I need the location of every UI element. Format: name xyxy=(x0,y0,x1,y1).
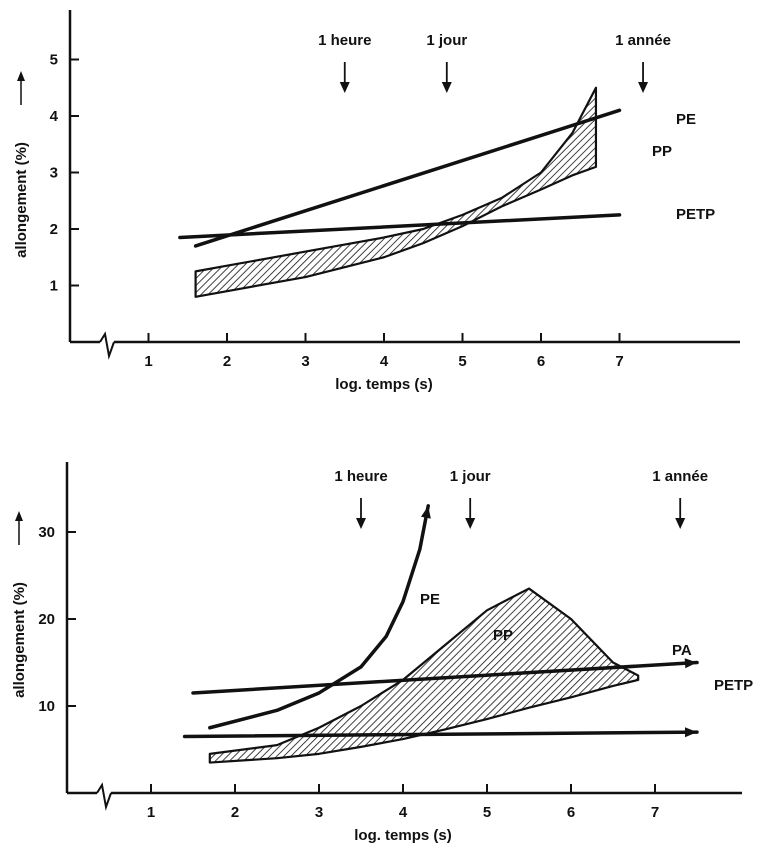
series-band-pp xyxy=(194,86,598,298)
chart-panel-2: 1 2 3 4 5 6 7 10 20 30 log. temps (s) allongement (… xyxy=(11,462,753,844)
series-label: PE xyxy=(676,111,696,128)
x-axis-label: log. temps (s) xyxy=(354,827,452,844)
x-tick-label: 7 xyxy=(651,804,659,821)
y-tick-label: 1 xyxy=(50,278,58,295)
y-tick-label: 5 xyxy=(50,52,58,69)
annotation-arrowhead xyxy=(465,518,476,529)
x-tick-label: 6 xyxy=(567,804,575,821)
axis-break-mark xyxy=(96,782,112,811)
x-tick-label: 6 xyxy=(537,353,545,370)
x-axis-label: log. temps (s) xyxy=(335,376,433,393)
annotation-label: 1 jour xyxy=(450,468,491,485)
annotation-label: 1 heure xyxy=(334,468,387,485)
x-tick-label: 5 xyxy=(458,353,466,370)
y-tick-label: 3 xyxy=(50,165,58,182)
y-axis-label: allongement (%) xyxy=(13,142,30,258)
annotation-label: 1 année xyxy=(652,468,708,485)
y-label-arrowhead xyxy=(15,511,23,521)
x-tick-label: 2 xyxy=(231,804,239,821)
annotation-arrowhead xyxy=(356,518,366,529)
y-tick-label: 20 xyxy=(38,611,55,628)
annotation-arrowhead xyxy=(441,82,452,93)
series-label: PETP xyxy=(714,677,753,694)
x-tick-label: 2 xyxy=(223,353,231,370)
series-line-pe xyxy=(193,108,622,248)
x-tick-label: 1 xyxy=(144,353,152,370)
series-label: PA xyxy=(672,642,692,659)
series-label: PE xyxy=(420,591,440,608)
series-line-petp xyxy=(178,213,622,240)
y-tick-label: 10 xyxy=(38,698,55,715)
series-arrowhead xyxy=(684,658,697,669)
y-tick-label: 2 xyxy=(50,221,58,238)
series-band-pp xyxy=(208,587,640,764)
y-tick-label: 30 xyxy=(38,524,55,541)
annotation-arrowhead xyxy=(638,82,649,93)
x-tick-label: 1 xyxy=(147,804,155,821)
y-tick-label: 4 xyxy=(50,108,59,125)
series-line-pe xyxy=(208,504,430,730)
axis-break-mark xyxy=(99,331,115,360)
chart-panel-1: 1 2 3 4 5 6 7 1 2 3 4 5 log. temps (s) allongement (%… xyxy=(13,10,740,393)
x-tick-label: 4 xyxy=(399,804,408,821)
x-tick-label: 4 xyxy=(380,353,389,370)
x-tick-label: 5 xyxy=(483,804,491,821)
annotation-arrowhead xyxy=(339,82,350,93)
annotation-arrowhead xyxy=(675,518,686,529)
y-axis-label: allongement (%) xyxy=(11,582,28,698)
series-label: PP xyxy=(652,143,672,160)
x-tick-label: 3 xyxy=(301,353,309,370)
series-arrowhead xyxy=(684,727,697,738)
x-tick-label: 7 xyxy=(615,353,623,370)
series-line-petp xyxy=(182,730,699,739)
series-label: PP xyxy=(493,627,513,644)
series-label: PETP xyxy=(676,206,715,223)
annotation-label: 1 année xyxy=(615,32,671,49)
series-arrowhead xyxy=(421,505,431,519)
annotation-label: 1 jour xyxy=(426,32,467,49)
x-tick-label: 3 xyxy=(315,804,323,821)
y-label-arrowhead xyxy=(17,71,25,81)
annotation-label: 1 heure xyxy=(318,32,371,49)
